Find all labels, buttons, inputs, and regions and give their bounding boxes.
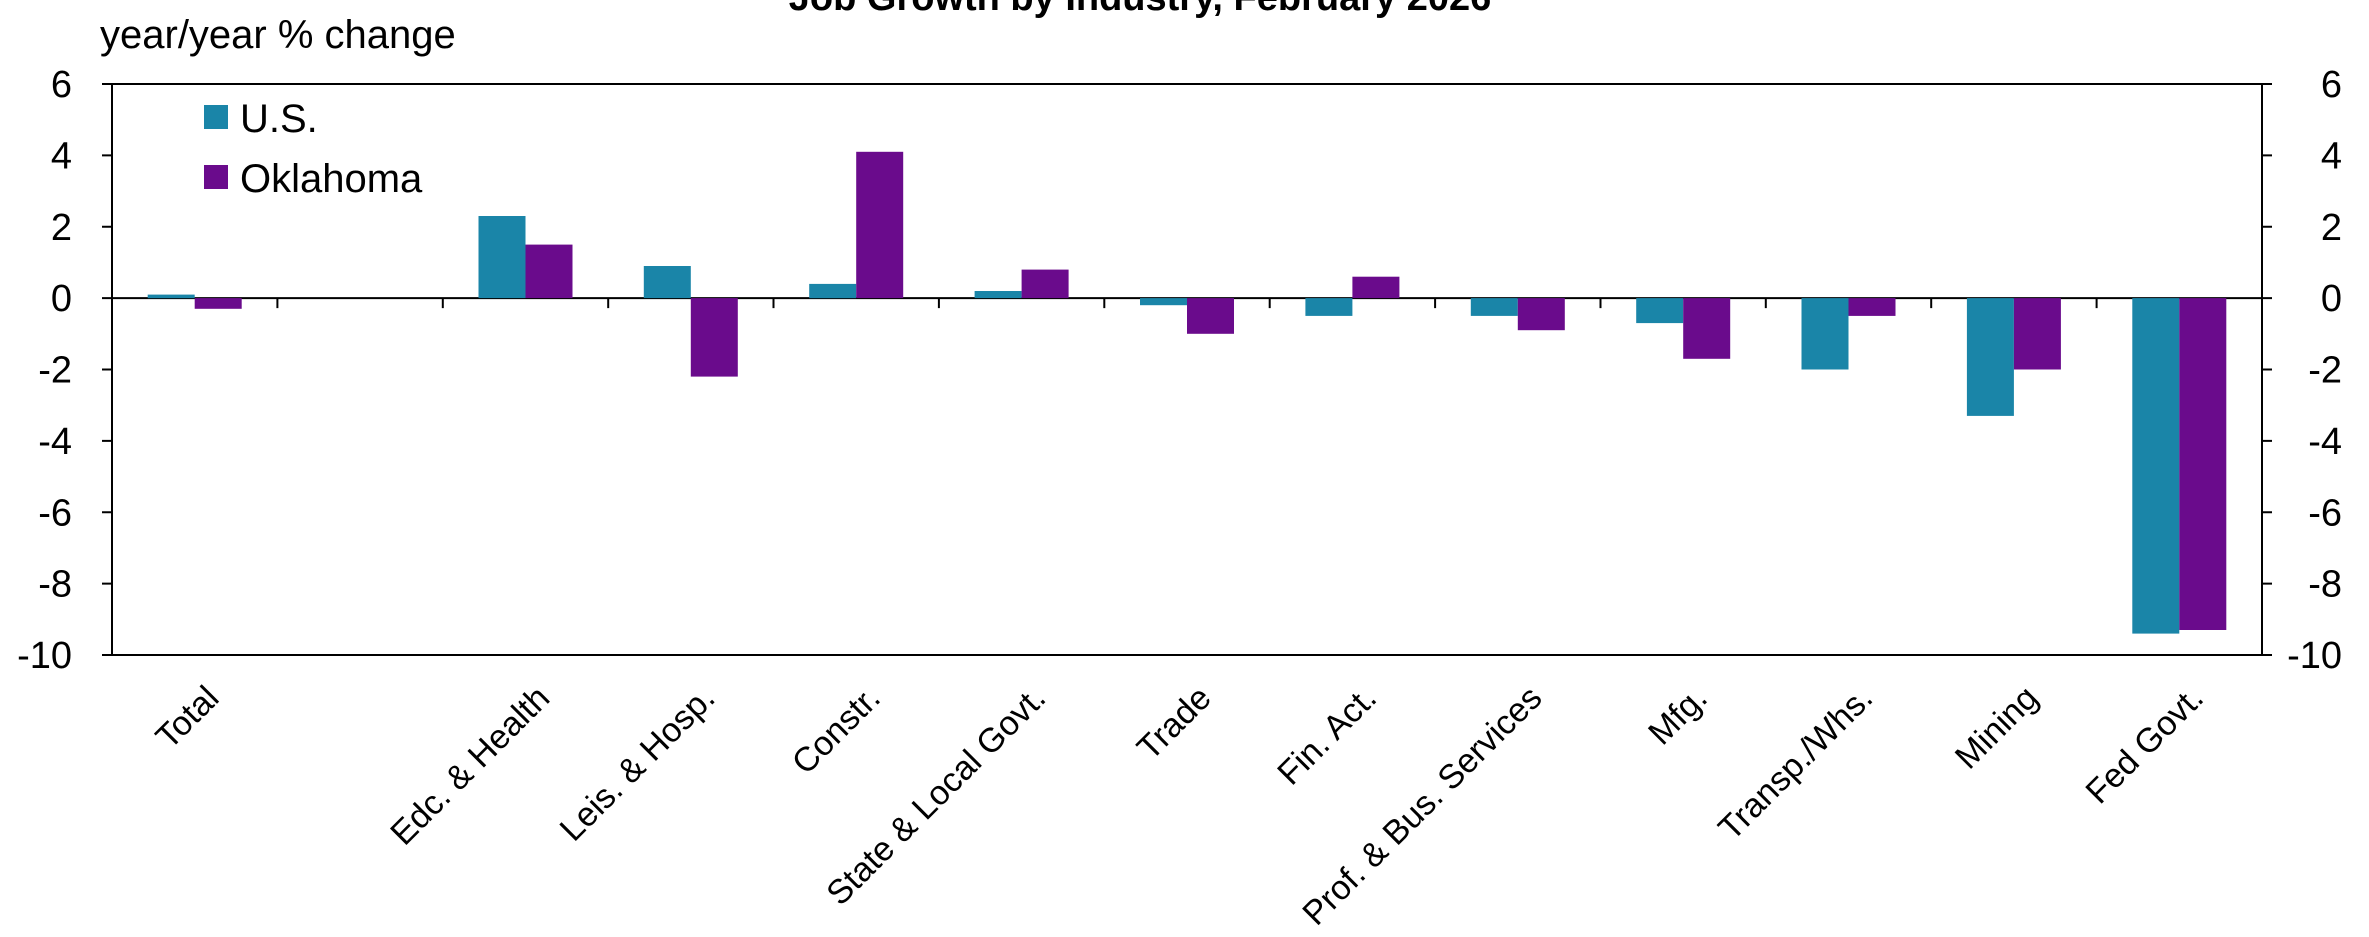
category-label: Mining xyxy=(1948,679,2046,777)
bar-us-9 xyxy=(1636,298,1684,324)
bar-us-11 xyxy=(1966,298,2014,416)
bar-us-0 xyxy=(147,294,195,299)
bar-us-12 xyxy=(2132,298,2180,634)
category-label: Transp./Whs. xyxy=(1711,679,1880,848)
y-tick-label-right: -10 xyxy=(2287,635,2342,677)
y-tick-label-right: 6 xyxy=(2321,64,2342,106)
bar-us-10 xyxy=(1801,298,1849,370)
y-tick-label-left: 6 xyxy=(51,64,72,106)
y-tick-label-right: 4 xyxy=(2321,135,2342,177)
bar-oklahoma-7 xyxy=(1352,276,1400,299)
bar-oklahoma-9 xyxy=(1683,298,1731,359)
y-tick-label-left: 0 xyxy=(51,278,72,320)
bar-oklahoma-2 xyxy=(525,244,573,299)
y-tick-label-right: -8 xyxy=(2308,564,2342,606)
bar-us-3 xyxy=(643,266,691,299)
legend-label-oklahoma: Oklahoma xyxy=(240,157,423,201)
y-tick-label-left: -10 xyxy=(17,635,72,677)
category-label: Edc. & Health xyxy=(383,679,557,853)
y-tick-label-right: -4 xyxy=(2308,421,2342,463)
y-axis-label: year/year % change xyxy=(100,13,456,57)
bar-oklahoma-4 xyxy=(856,151,904,299)
y-tick-label-left: -8 xyxy=(38,564,72,606)
y-tick-label-left: -4 xyxy=(38,421,72,463)
bar-oklahoma-6 xyxy=(1187,298,1234,334)
bar-oklahoma-12 xyxy=(2179,298,2227,630)
y-tick-label-right: -6 xyxy=(2308,492,2342,534)
category-label: Total xyxy=(149,679,227,757)
bar-oklahoma-0 xyxy=(194,298,242,309)
bar-us-8 xyxy=(1470,298,1518,316)
y-tick-label-left: -6 xyxy=(38,492,72,534)
plot-frame xyxy=(111,83,2263,656)
y-tick-label-right: 0 xyxy=(2321,278,2342,320)
legend: U.S. Oklahoma xyxy=(204,97,423,201)
y-tick-label-left: -2 xyxy=(38,350,72,392)
bar-us-6 xyxy=(1140,298,1187,306)
y-tick-label-right: -2 xyxy=(2308,350,2342,392)
chart-title: Job Growth by Industry, February 2026 xyxy=(789,0,1491,19)
y-tick-label-right: 2 xyxy=(2321,207,2342,249)
bar-oklahoma-11 xyxy=(2013,298,2061,370)
bar-us-5 xyxy=(974,291,1022,299)
category-label: Fed Govt. xyxy=(2079,679,2211,811)
bar-us-2 xyxy=(478,216,526,299)
y-tick-label-left: 2 xyxy=(51,207,72,249)
bar-oklahoma-5 xyxy=(1021,269,1069,299)
legend-swatch-oklahoma xyxy=(204,165,228,189)
category-label: Constr. xyxy=(785,679,888,782)
category-label: Leis. & Hosp. xyxy=(553,679,723,849)
category-label: Mfg. xyxy=(1641,679,1715,753)
y-tick-label-left: 4 xyxy=(51,135,72,177)
bar-oklahoma-8 xyxy=(1517,298,1565,331)
category-label: Trade xyxy=(1130,679,1219,768)
bar-us-4 xyxy=(809,283,857,299)
legend-swatch-us xyxy=(204,105,228,129)
bar-us-7 xyxy=(1305,298,1353,316)
legend-label-us: U.S. xyxy=(240,97,318,141)
category-label: Fin. Act. xyxy=(1270,679,1384,793)
bar-oklahoma-10 xyxy=(1848,298,1896,316)
bar-oklahoma-3 xyxy=(690,298,738,377)
